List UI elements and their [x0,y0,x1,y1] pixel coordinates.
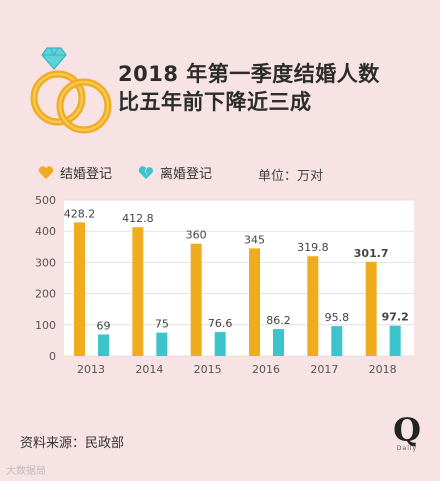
y-tick-label: 500 [35,194,56,207]
legend-label-divorce: 离婚登记 [160,167,213,182]
title-line-1: 2018 年第一季度结婚人数 [118,62,380,86]
data-label-divorce: 75 [155,318,169,331]
x-tick-label: 2018 [369,363,397,376]
data-label-marriage: 345 [244,233,265,246]
data-label-divorce: 95.8 [325,311,350,324]
data-label-divorce: 69 [97,319,111,332]
legend-label-marriage: 结婚登记 [60,167,113,182]
x-tick-label: 2015 [194,363,222,376]
data-label-marriage: 360 [186,229,207,242]
y-tick-label: 0 [49,350,56,363]
bar-marriage [190,243,202,356]
bar-divorce [389,325,401,356]
x-tick-label: 2014 [135,363,163,376]
bar-marriage [307,256,319,356]
x-tick-label: 2017 [310,363,338,376]
y-tick-label: 200 [35,288,56,301]
title-line-2: 比五年前下降近三成 [118,90,312,114]
bar-divorce [331,326,343,356]
bar-divorce [273,329,284,356]
bar-divorce [98,334,109,356]
y-tick-label: 100 [35,319,56,332]
legend-item-divorce: 离婚登记 [138,163,212,182]
unit-label: 单位：万对 [258,169,324,184]
legend: 结婚登记 离婚登记 单位：万对 [0,163,440,185]
x-tick-label: 2016 [252,363,280,376]
x-tick-label: 2013 [77,363,105,376]
data-label-marriage: 428.2 [64,207,96,220]
heart-icon [38,166,54,179]
bar-marriage [74,222,85,356]
bar-marriage [249,248,260,356]
broken-heart-icon [138,166,153,179]
plot-area [64,200,414,356]
legend-item-marriage: 结婚登记 [38,163,112,182]
data-label-divorce: 76.6 [208,317,233,330]
data-label-divorce: 86.2 [266,314,291,327]
source-note: 资料来源：民政部 [20,436,125,451]
logo-letter: Q [393,411,421,449]
qdaily-logo: Q Daily [392,413,422,452]
data-label-marriage: 412.8 [122,212,154,225]
diamond-rings-icon [30,47,112,134]
bar-divorce [214,332,226,356]
data-label-marriage: 301.7 [354,247,389,260]
data-label-divorce: 97.2 [382,311,409,324]
y-tick-label: 400 [35,225,56,238]
bar-marriage [132,227,144,356]
y-tick-label: 300 [35,256,56,269]
bar-divorce [156,332,168,356]
bar-marriage [365,261,377,356]
data-label-marriage: 319.8 [297,241,329,254]
chart-title: 2018 年第一季度结婚人数 比五年前下降近三成 [118,60,380,116]
logo-sub: Daily [396,445,418,452]
watermark: 大数据局 [6,466,46,477]
